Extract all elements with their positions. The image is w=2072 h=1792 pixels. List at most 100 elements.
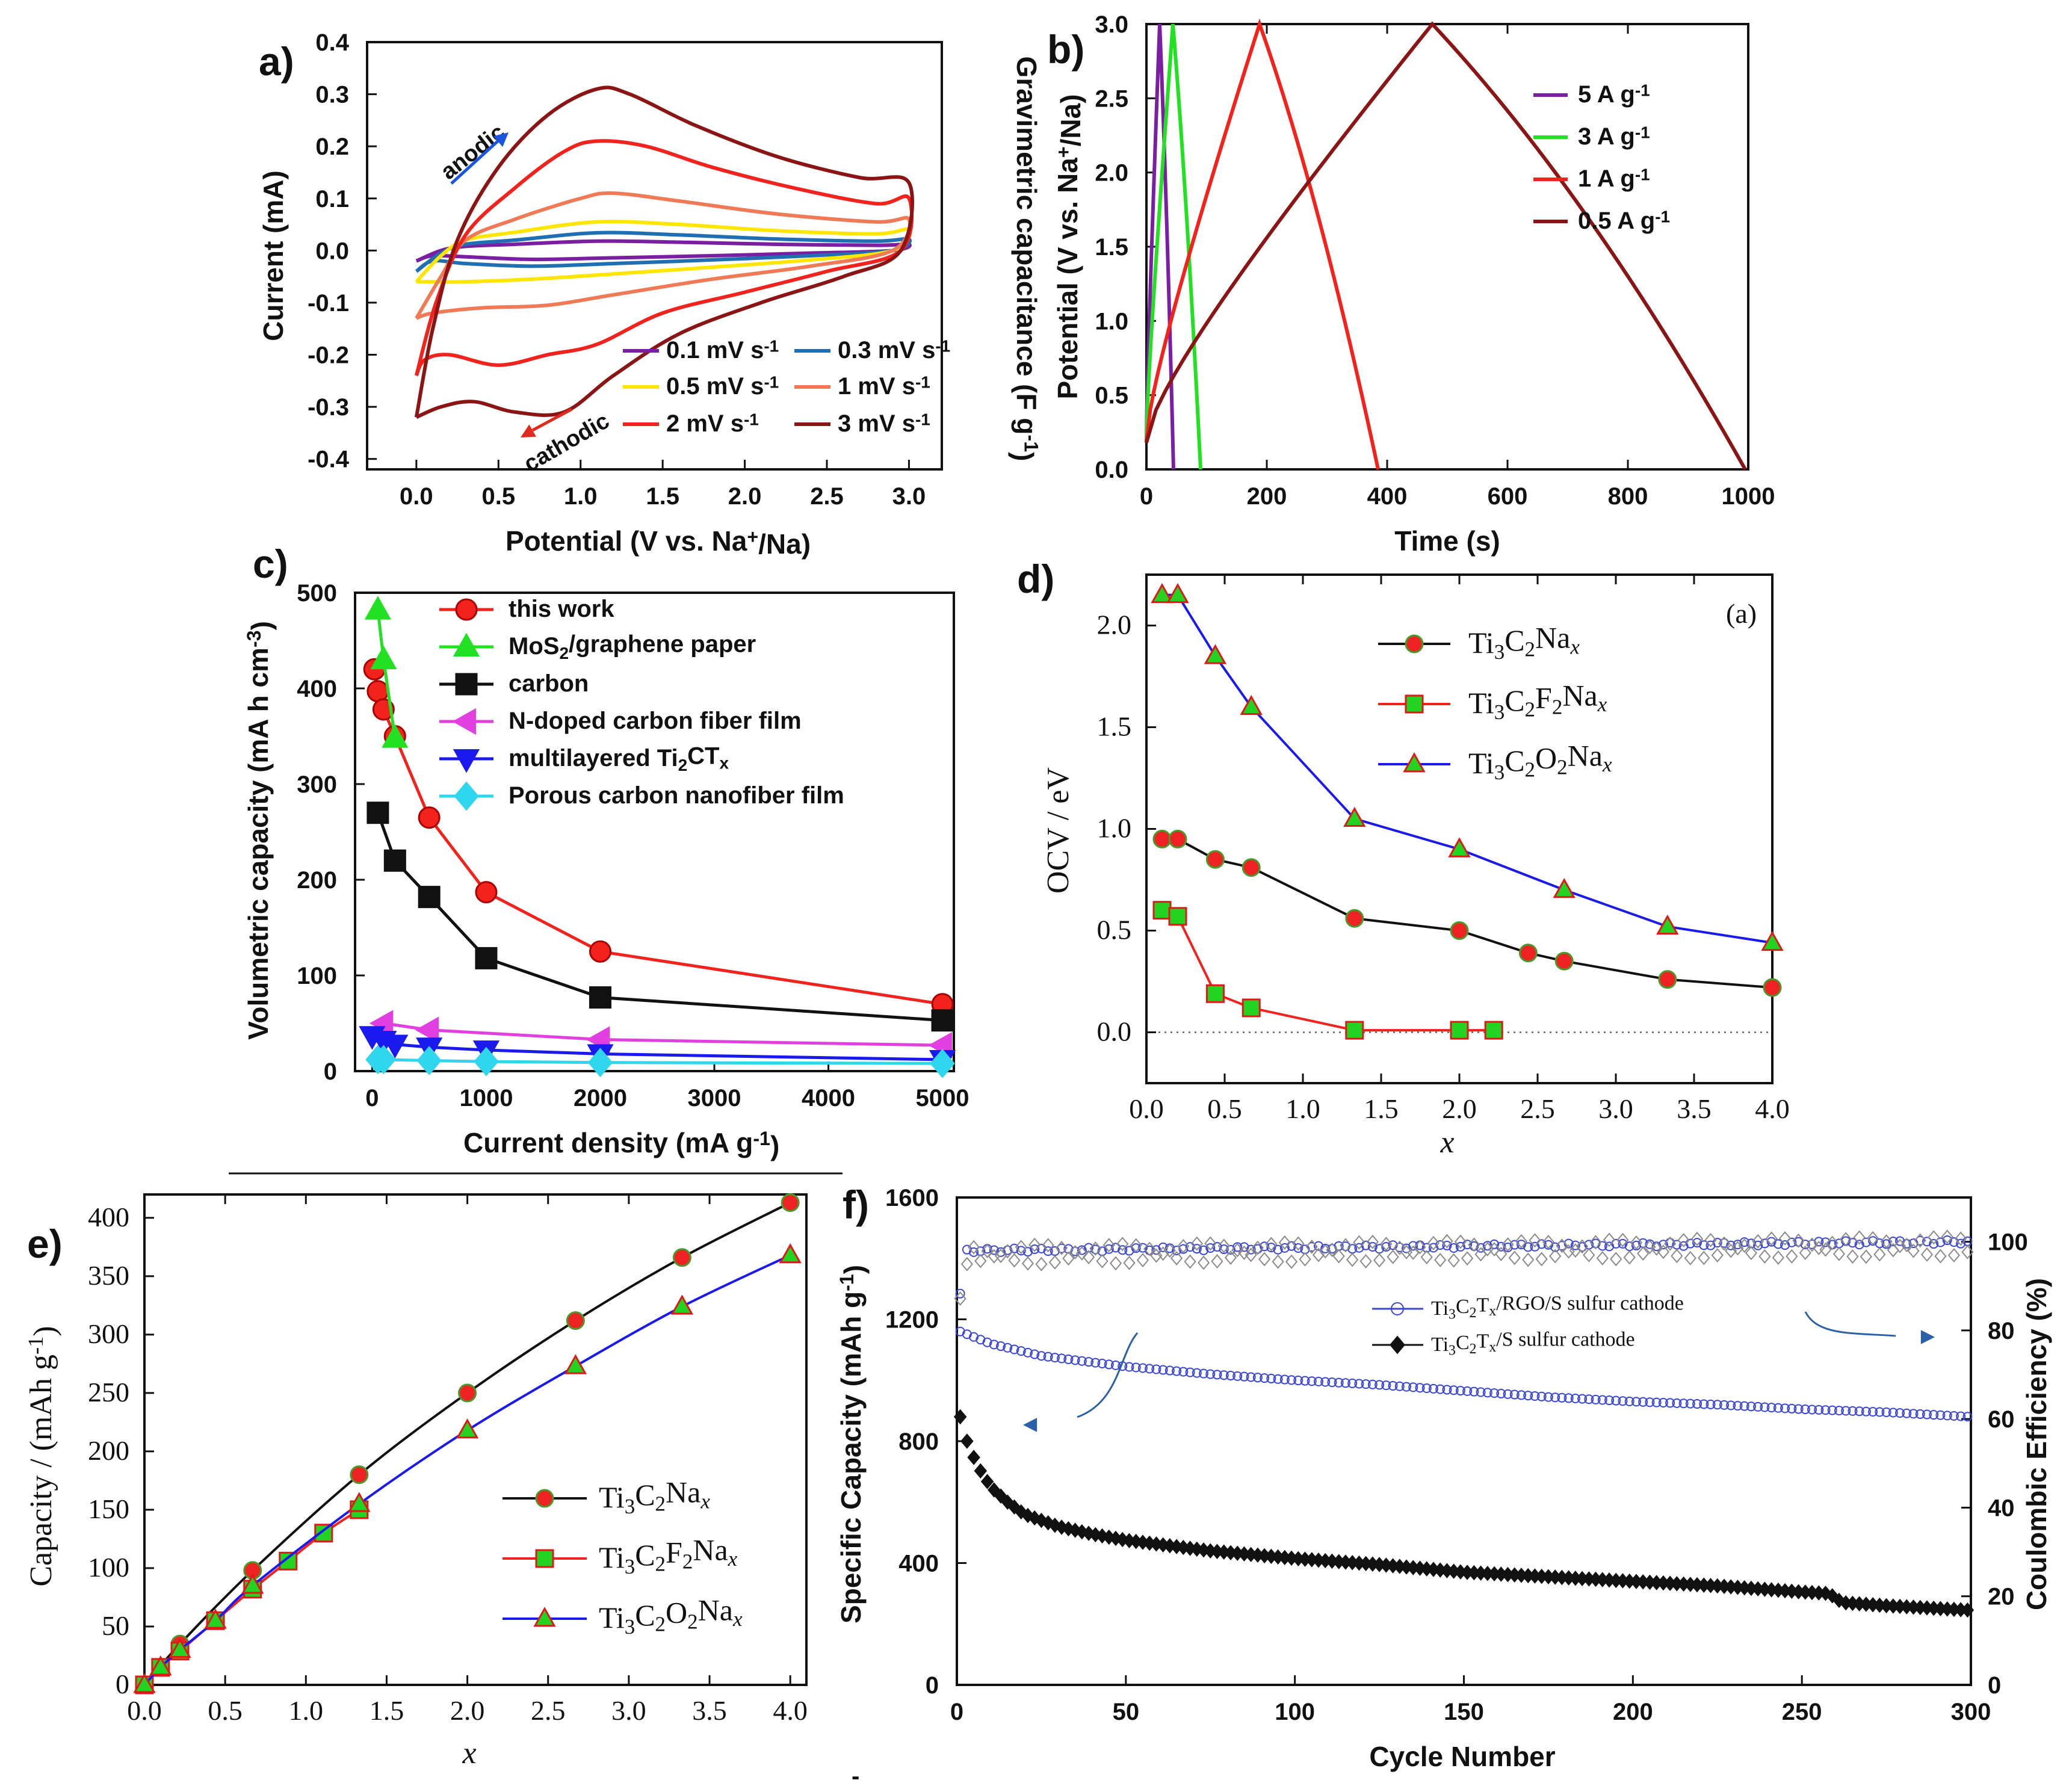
y-axis-title: Potential (V vs. Na+/Na) — [1052, 94, 1086, 399]
cycle-point — [1711, 1248, 1724, 1262]
cycle-point — [1501, 1237, 1514, 1252]
cycle-point — [1001, 1244, 1014, 1259]
cycle-point — [1516, 1390, 1526, 1400]
cycle-point — [1881, 1407, 1891, 1417]
cycle-point — [1307, 1376, 1317, 1386]
cycle-point — [1664, 1236, 1677, 1251]
x-tick-label: 100 — [1275, 1699, 1315, 1725]
cycle-point — [1549, 1249, 1562, 1264]
cycle-point — [1252, 1373, 1263, 1383]
x-tick-label: 0.0 — [1129, 1093, 1164, 1124]
y-tick-label: 1.5 — [1097, 711, 1132, 742]
cycle-point — [1260, 1373, 1270, 1383]
cycle-point — [1461, 1251, 1474, 1266]
cycle-point — [1678, 1398, 1689, 1409]
cycle-point — [1690, 1231, 1704, 1246]
cycle-point — [1164, 1365, 1175, 1376]
cycle-point — [994, 1488, 1007, 1504]
cycle-point — [1557, 1241, 1567, 1251]
legend-label-part: C — [1505, 684, 1524, 717]
cycle-point — [1110, 1360, 1121, 1370]
cycle-point — [1508, 1250, 1521, 1265]
x-axis-title-part: -1 — [753, 1128, 770, 1149]
corner-label: (a) — [1726, 598, 1757, 629]
legend-label-part: x — [720, 753, 729, 772]
cycle-point — [1057, 1353, 1067, 1364]
legend-label-part: 0.5 A g — [1578, 208, 1655, 234]
data-point — [371, 1045, 397, 1075]
cycle-point — [1334, 1377, 1344, 1388]
cycle-point — [1089, 1241, 1102, 1256]
legend-label-part: 2 — [687, 1610, 698, 1633]
y-tick-label: 300 — [297, 771, 337, 798]
x-tick-label: 200 — [1613, 1699, 1653, 1725]
cycle-point — [1375, 1244, 1385, 1254]
y-axis-overlay-title-part: -1 — [1020, 434, 1042, 452]
legend-label-part: x — [1597, 693, 1607, 716]
x-tick-label: 1000 — [1722, 483, 1775, 510]
cycle-point — [1834, 1406, 1844, 1416]
legend-label-part: x — [1602, 753, 1612, 776]
cycle-point — [1022, 1347, 1033, 1358]
legend-marker — [454, 781, 479, 811]
cycle-point — [955, 1288, 965, 1299]
x-tick-label: 2.5 — [531, 1695, 566, 1726]
cycle-point — [1495, 1246, 1508, 1261]
cycle-point — [1731, 1241, 1744, 1256]
series-line — [1162, 838, 1773, 989]
cycle-point — [1920, 1247, 1934, 1262]
cycle-point — [1589, 1235, 1602, 1250]
legend-label-part: -1 — [935, 336, 950, 355]
y-axis-title-part: -1 — [836, 1274, 858, 1291]
y-axis-title-part: ) — [246, 621, 277, 630]
data-point — [474, 1046, 499, 1077]
cycle-point — [1258, 1252, 1271, 1267]
y-tick-label: 0.2 — [315, 134, 349, 160]
legend-label-part: x — [700, 1489, 710, 1513]
cycle-point — [1205, 1243, 1216, 1253]
cycle-point — [1562, 1244, 1575, 1259]
cycle-point — [1861, 1406, 1871, 1417]
cycle-point — [1373, 1253, 1386, 1268]
x-axis-title-part: + — [747, 526, 758, 548]
legend-label-part: -1 — [764, 336, 779, 355]
cycle-point — [1739, 1401, 1749, 1411]
cycle-point — [1293, 1376, 1304, 1386]
x-tick-label: 1.0 — [289, 1695, 324, 1726]
legend-label-part: 3 — [1494, 700, 1505, 724]
cycle-point — [974, 1463, 988, 1479]
legend-label-part: -1 — [915, 410, 930, 428]
cycle-point — [1447, 1253, 1460, 1268]
y-axis-title-part: Specific Capacity (mAh g — [835, 1291, 867, 1624]
cycle-point — [1285, 1254, 1298, 1269]
cycle-point — [1753, 1240, 1763, 1250]
x-tick-label: 2.0 — [450, 1695, 485, 1726]
data-point — [1204, 644, 1227, 664]
legend-label-part: C — [1505, 744, 1524, 777]
cycle-point — [1273, 1244, 1283, 1255]
legend-label-part: -1 — [744, 410, 759, 428]
legend-label-part: carbon — [509, 670, 589, 697]
plot-frame — [354, 592, 955, 1072]
legend-label-part: 3 — [625, 1555, 636, 1578]
panel-label-a: a) — [259, 39, 294, 84]
data-point — [1166, 582, 1189, 604]
y-axis-title-part: + — [1053, 146, 1074, 158]
legend-label-part: C — [1456, 1332, 1470, 1354]
x-tick-label: 300 — [1951, 1699, 1991, 1725]
cycle-point — [1611, 1395, 1621, 1406]
cycle-point — [1529, 1233, 1541, 1248]
cycle-point — [1279, 1243, 1290, 1253]
panel-b: 0 200 400 600 800 1000 3.0 2.5 2.0 1.5 1.0 0.5 0.0 b)… — [1008, 11, 1775, 557]
cycle-point — [1442, 1240, 1452, 1250]
cycle-point — [1021, 1507, 1034, 1524]
cycle-point — [1387, 1249, 1399, 1264]
legend-label: Ti3C2F2Nax — [599, 1533, 738, 1578]
legend-marker — [533, 1607, 556, 1627]
data-point — [204, 1608, 227, 1629]
x-tick-label: 3.0 — [892, 483, 926, 510]
data-point — [930, 1048, 955, 1078]
data-point — [241, 1574, 264, 1594]
cycle-point — [1928, 1230, 1940, 1245]
cycle-point — [1807, 1404, 1817, 1415]
